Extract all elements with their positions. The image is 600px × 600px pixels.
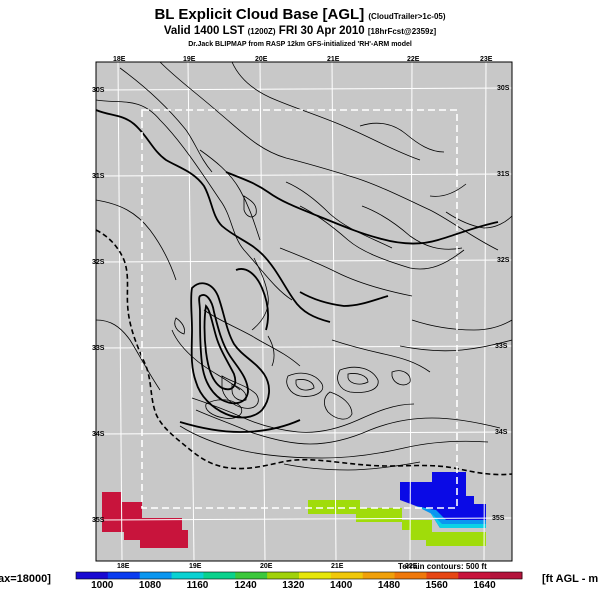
lon-label: 22E bbox=[405, 563, 418, 570]
coastline bbox=[95, 229, 513, 476]
cloud-base-south-central bbox=[308, 500, 486, 546]
legend-swatch bbox=[235, 572, 268, 579]
inner-domain-box bbox=[141, 109, 458, 509]
valid-utc: (1200Z) bbox=[247, 27, 276, 36]
terrain-note: Terrain contours: 500 ft bbox=[398, 562, 487, 571]
legend-value-label: 1160 bbox=[186, 580, 209, 591]
legend-value-label: 1240 bbox=[234, 580, 257, 591]
lon-label: 19E bbox=[189, 563, 202, 570]
valid-time: Valid 1400 LST (1200Z) FRI 30 Apr 2010 [… bbox=[0, 25, 600, 37]
legend-swatch bbox=[139, 572, 173, 579]
lat-label: 35S bbox=[492, 515, 505, 522]
legend-value-label: 1560 bbox=[425, 580, 448, 591]
legend-swatch bbox=[203, 572, 236, 579]
legend-swatch bbox=[426, 572, 459, 579]
legend-swatch bbox=[330, 572, 364, 579]
lon-label: 21E bbox=[331, 563, 344, 570]
legend-frame bbox=[75, 571, 523, 580]
lat-label: 30S bbox=[92, 87, 105, 94]
lon-label: 21E bbox=[327, 56, 340, 63]
legend-swatch bbox=[490, 572, 523, 579]
major-contour-lines bbox=[95, 109, 499, 433]
lat-label: 33S bbox=[92, 345, 105, 352]
lat-label: 34S bbox=[92, 431, 105, 438]
credit-line: Dr.Jack BLIPMAP from RASP 12km GFS-initi… bbox=[188, 41, 412, 48]
legend-value-label: 1480 bbox=[377, 580, 401, 591]
lon-label: 18E bbox=[113, 56, 126, 63]
contour-lines bbox=[95, 61, 513, 471]
units-label: [ft AGL - m bbox=[542, 573, 599, 585]
left-lat-labels: 30S 31S 32S 33S 34S 35S bbox=[92, 87, 105, 524]
lon-label: 20E bbox=[255, 56, 268, 63]
legend-value-label: 1000 bbox=[91, 580, 114, 591]
legend-swatch bbox=[394, 572, 427, 579]
forecast-time: [18hrFcst@2359z] bbox=[367, 27, 437, 36]
map-border bbox=[95, 61, 513, 562]
lat-label: 35S bbox=[92, 517, 105, 524]
lon-label: 18E bbox=[117, 563, 130, 570]
lon-label: 19E bbox=[183, 56, 196, 63]
valid-date: FRI 30 Apr 2010 bbox=[278, 25, 365, 37]
color-legend-bar bbox=[75, 571, 523, 580]
lat-label: 31S bbox=[92, 173, 105, 180]
legend-value-label: 1640 bbox=[473, 580, 496, 591]
valid-label: Valid 1400 LST bbox=[163, 25, 245, 37]
lon-label: 22E bbox=[407, 56, 420, 63]
legend-swatch bbox=[171, 572, 204, 579]
legend-swatch bbox=[267, 572, 300, 579]
legend-swatch bbox=[107, 572, 141, 579]
legend-swatch bbox=[76, 572, 109, 579]
lat-label: 32S bbox=[497, 257, 510, 264]
lon-label: 23E bbox=[480, 56, 493, 63]
legend-value-label: 1080 bbox=[138, 580, 162, 591]
legend-swatch bbox=[362, 572, 396, 579]
legend-value-label: 1320 bbox=[282, 580, 305, 591]
top-lon-labels: 18E 19E 20E 21E 22E 23E bbox=[113, 56, 493, 63]
title-tag: (CloudTrailer>1c-05) bbox=[368, 12, 446, 21]
lat-label: 31S bbox=[497, 171, 510, 178]
lat-label: 34S bbox=[495, 429, 508, 436]
lon-label: 20E bbox=[260, 563, 273, 570]
right-lat-labels: 30S 31S 32S 33S 34S 35S bbox=[492, 85, 510, 522]
cloud-base-southeast bbox=[400, 472, 486, 528]
lat-label: 33S bbox=[495, 343, 508, 350]
lat-label: 32S bbox=[92, 259, 105, 266]
chart-title: BL Explicit Cloud Base [AGL] (CloudTrail… bbox=[0, 6, 600, 23]
lat-lon-grid bbox=[95, 61, 513, 562]
lat-label: 30S bbox=[497, 85, 510, 92]
legend-swatch bbox=[299, 572, 332, 579]
scale-max-note: ax=18000] bbox=[0, 573, 51, 585]
legend-swatch bbox=[458, 572, 491, 579]
title-main: BL Explicit Cloud Base [AGL] bbox=[154, 6, 365, 23]
legend-value-label: 1400 bbox=[330, 580, 353, 591]
bottom-lon-labels: 18E 19E 20E 21E 22E bbox=[117, 563, 418, 570]
